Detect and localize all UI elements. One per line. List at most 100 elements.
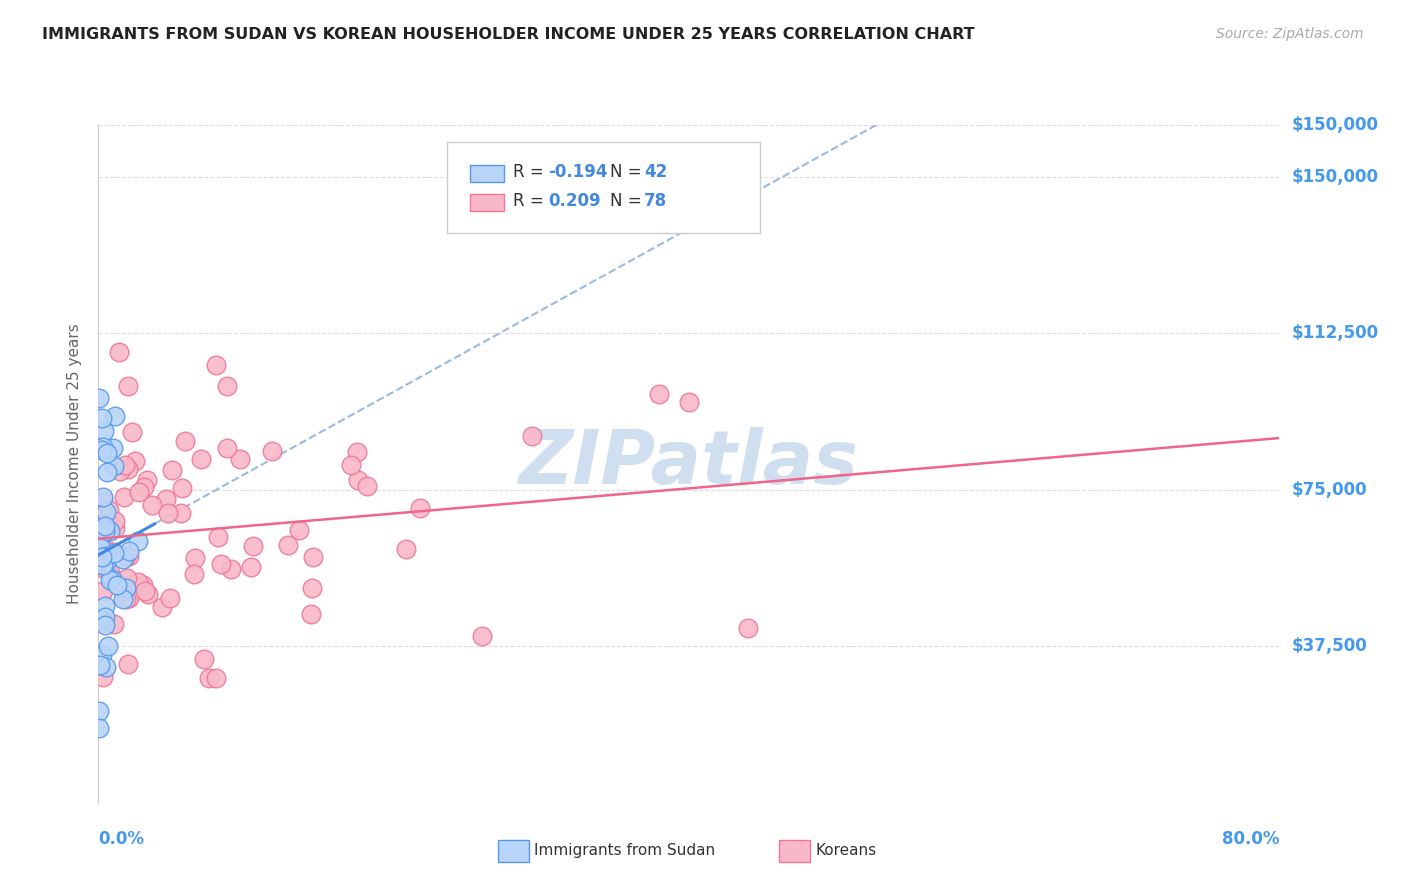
Point [98, 524, 121, 538]
Point [150, 600, 173, 615]
Point [229, 451, 252, 466]
Point [118, 544, 141, 558]
Point [184, 550, 207, 565]
Text: $112,500: $112,500 [1291, 325, 1378, 343]
Point [169, 506, 191, 520]
Point [356, 479, 378, 493]
Point [93, 521, 115, 535]
Point [96, 555, 118, 569]
Point [96, 511, 118, 525]
Point [91, 490, 114, 504]
Point [112, 591, 135, 606]
Point [90, 411, 112, 425]
Point [108, 345, 131, 359]
Point [91, 494, 114, 508]
Point [104, 514, 127, 528]
Point [90, 648, 112, 662]
Point [94, 558, 117, 573]
Point [98, 565, 121, 579]
Point [104, 521, 127, 535]
Point [91, 558, 114, 572]
Point [409, 501, 432, 516]
Point [94, 618, 117, 632]
Point [94, 599, 117, 614]
Point [346, 473, 368, 487]
Point [131, 578, 153, 592]
Point [159, 591, 181, 606]
Point [520, 429, 543, 443]
Point [110, 465, 132, 479]
Point [172, 482, 194, 496]
Point [114, 458, 136, 473]
Point [103, 458, 125, 473]
Text: $150,000: $150,000 [1291, 168, 1378, 186]
Text: 0.0%: 0.0% [98, 830, 145, 848]
Bar [471, 165, 503, 182]
Text: $37,500: $37,500 [1291, 638, 1367, 656]
Point [96, 563, 118, 577]
Point [155, 491, 177, 506]
Text: 78: 78 [644, 193, 668, 211]
Point [93, 524, 115, 538]
Point [302, 549, 325, 564]
Point [91, 442, 114, 457]
Point [340, 458, 363, 472]
Point [112, 552, 135, 566]
Point [94, 610, 117, 624]
Point [117, 657, 139, 671]
Point [183, 567, 205, 582]
Point [103, 545, 125, 559]
Text: 0.209: 0.209 [548, 193, 600, 211]
Point [93, 425, 115, 439]
Point [93, 518, 115, 533]
Point [115, 549, 138, 563]
Point [190, 451, 212, 466]
Text: $150,000: $150,000 [1291, 116, 1378, 134]
Point [112, 490, 135, 504]
Point [260, 444, 283, 458]
Point [193, 652, 215, 666]
Point [242, 539, 264, 553]
Point [299, 607, 322, 621]
Point [678, 395, 700, 409]
Point [89, 704, 111, 718]
Point [97, 639, 120, 653]
Point [160, 463, 183, 477]
Point [198, 671, 221, 685]
Point [91, 440, 114, 454]
Point [277, 538, 299, 552]
Point [94, 505, 117, 519]
Bar [471, 194, 503, 211]
Point [101, 441, 124, 455]
Point [215, 441, 238, 455]
Point [104, 409, 127, 423]
Point [117, 571, 139, 585]
Point [89, 721, 111, 735]
Point [115, 591, 138, 606]
Point [105, 577, 128, 591]
Text: -0.194: -0.194 [548, 163, 607, 181]
Point [91, 559, 114, 574]
Point [135, 473, 157, 487]
Point [90, 550, 112, 565]
Point [648, 387, 671, 401]
Point [90, 541, 112, 556]
Point [91, 670, 114, 684]
Point [134, 480, 156, 494]
Point [395, 541, 418, 556]
Point [205, 359, 228, 373]
Point [117, 378, 139, 392]
Y-axis label: Householder Income Under 25 years: Householder Income Under 25 years [67, 324, 83, 604]
Point [205, 671, 228, 685]
Text: R =: R = [513, 193, 548, 211]
Text: Koreans: Koreans [815, 844, 876, 858]
Point [90, 613, 112, 627]
Point [240, 560, 263, 574]
Point [115, 581, 138, 595]
Point [118, 591, 141, 606]
Point [89, 391, 111, 405]
Point [346, 445, 368, 459]
Point [98, 573, 121, 587]
Point [301, 581, 323, 595]
Point [737, 621, 759, 635]
